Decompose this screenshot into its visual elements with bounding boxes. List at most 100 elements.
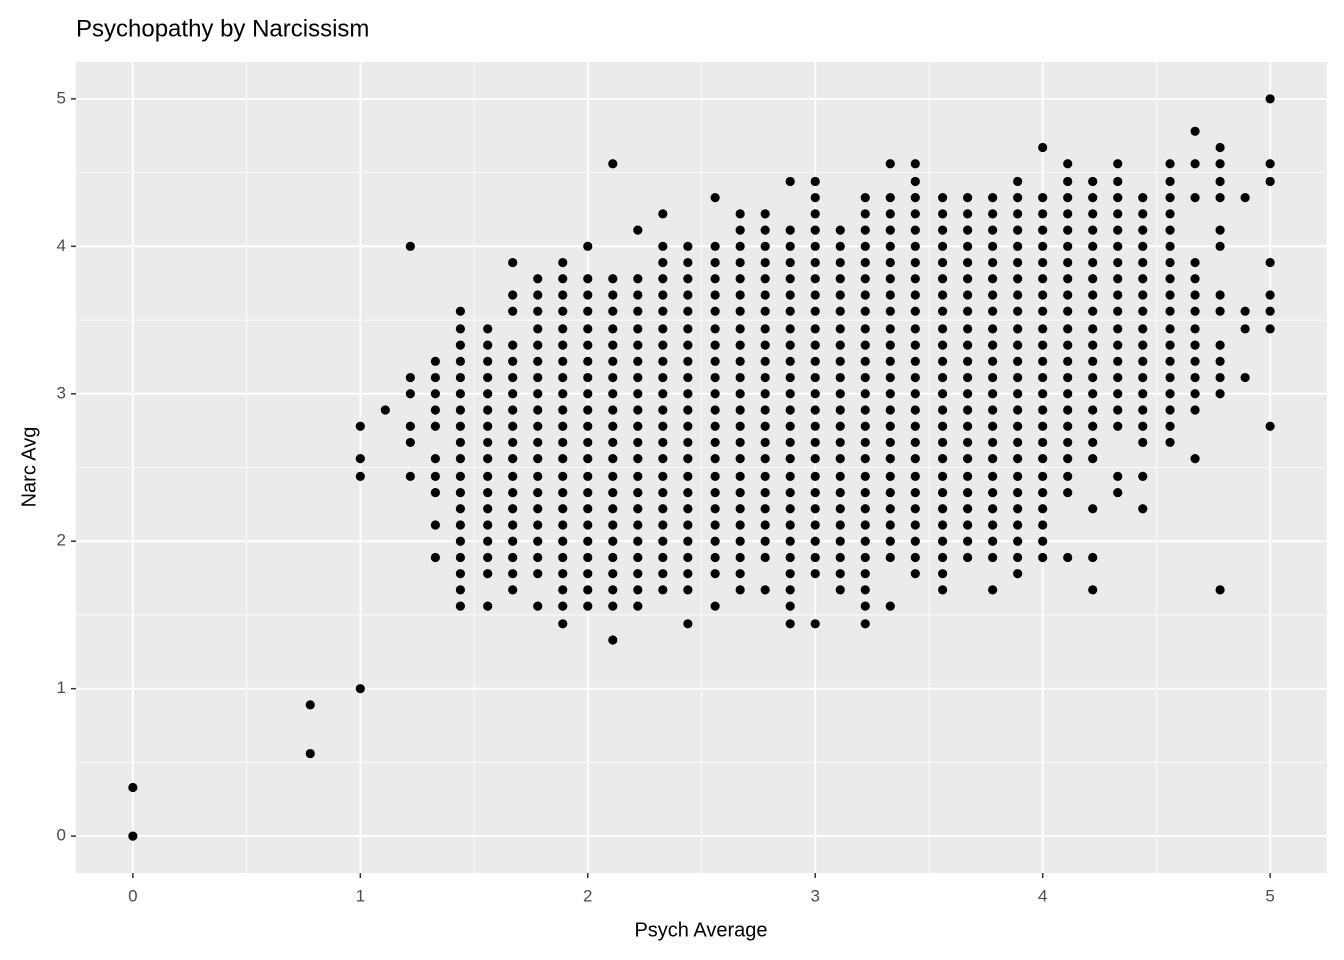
point bbox=[508, 389, 518, 399]
point bbox=[885, 454, 895, 464]
point bbox=[508, 471, 518, 481]
point bbox=[483, 601, 493, 611]
point bbox=[430, 356, 440, 366]
point bbox=[710, 487, 720, 498]
point bbox=[963, 324, 973, 334]
point bbox=[683, 487, 693, 498]
point bbox=[938, 536, 948, 546]
point bbox=[558, 619, 568, 629]
point bbox=[785, 372, 795, 383]
point bbox=[533, 487, 543, 498]
point bbox=[455, 356, 465, 366]
point bbox=[608, 552, 618, 563]
point bbox=[785, 536, 795, 546]
point bbox=[455, 520, 465, 530]
point bbox=[860, 356, 870, 366]
point bbox=[910, 552, 920, 563]
point bbox=[988, 552, 998, 563]
point bbox=[938, 520, 948, 530]
point bbox=[558, 306, 568, 316]
point bbox=[785, 356, 795, 366]
point bbox=[785, 241, 795, 251]
point bbox=[1240, 324, 1250, 334]
point bbox=[785, 569, 795, 579]
point bbox=[1138, 306, 1148, 316]
point bbox=[658, 487, 668, 498]
point bbox=[683, 421, 693, 431]
point bbox=[1063, 159, 1073, 169]
point bbox=[760, 306, 770, 316]
point bbox=[1038, 471, 1048, 481]
point bbox=[1013, 569, 1023, 579]
point bbox=[885, 471, 895, 481]
point bbox=[558, 471, 568, 481]
point bbox=[583, 356, 593, 366]
point bbox=[1013, 487, 1023, 498]
point bbox=[533, 306, 543, 316]
point bbox=[938, 487, 948, 498]
point bbox=[558, 454, 568, 464]
point bbox=[633, 306, 643, 316]
point bbox=[533, 421, 543, 431]
point bbox=[455, 601, 465, 611]
point bbox=[658, 520, 668, 530]
point bbox=[583, 306, 593, 316]
point bbox=[1038, 142, 1048, 153]
point bbox=[633, 454, 643, 464]
point bbox=[910, 193, 920, 203]
point bbox=[860, 193, 870, 203]
chart-title: Psychopathy by Narcissism bbox=[76, 15, 369, 42]
point bbox=[710, 421, 720, 431]
point bbox=[735, 274, 745, 284]
point bbox=[583, 454, 593, 464]
point bbox=[1088, 585, 1098, 595]
point bbox=[533, 504, 543, 514]
point bbox=[533, 274, 543, 284]
point bbox=[810, 619, 820, 629]
point bbox=[910, 504, 920, 514]
point bbox=[533, 454, 543, 464]
point bbox=[1063, 290, 1073, 300]
point bbox=[835, 454, 845, 464]
point bbox=[1113, 274, 1123, 284]
point bbox=[885, 159, 895, 169]
point bbox=[710, 340, 720, 350]
point bbox=[735, 552, 745, 563]
point bbox=[658, 372, 668, 383]
point bbox=[1113, 389, 1123, 399]
point bbox=[1165, 340, 1175, 350]
point bbox=[938, 306, 948, 316]
point bbox=[1088, 504, 1098, 514]
point bbox=[835, 504, 845, 514]
point bbox=[810, 340, 820, 350]
point bbox=[1190, 126, 1200, 136]
point bbox=[885, 405, 895, 415]
point bbox=[1088, 372, 1098, 383]
point bbox=[1013, 372, 1023, 383]
point bbox=[1038, 437, 1048, 448]
point bbox=[583, 241, 593, 251]
point bbox=[760, 257, 770, 268]
point bbox=[885, 389, 895, 399]
point bbox=[835, 520, 845, 530]
point bbox=[633, 340, 643, 350]
point bbox=[735, 487, 745, 498]
point bbox=[938, 405, 948, 415]
point bbox=[633, 274, 643, 284]
point bbox=[355, 684, 365, 694]
point bbox=[558, 437, 568, 448]
point bbox=[1265, 257, 1275, 268]
point bbox=[633, 225, 643, 235]
point bbox=[633, 471, 643, 481]
point bbox=[658, 552, 668, 563]
point bbox=[988, 241, 998, 251]
point bbox=[938, 437, 948, 448]
point bbox=[735, 324, 745, 334]
point bbox=[910, 520, 920, 530]
point bbox=[1013, 520, 1023, 530]
point bbox=[1038, 241, 1048, 251]
point bbox=[483, 324, 493, 334]
point bbox=[1038, 405, 1048, 415]
point bbox=[885, 324, 895, 334]
point bbox=[735, 356, 745, 366]
